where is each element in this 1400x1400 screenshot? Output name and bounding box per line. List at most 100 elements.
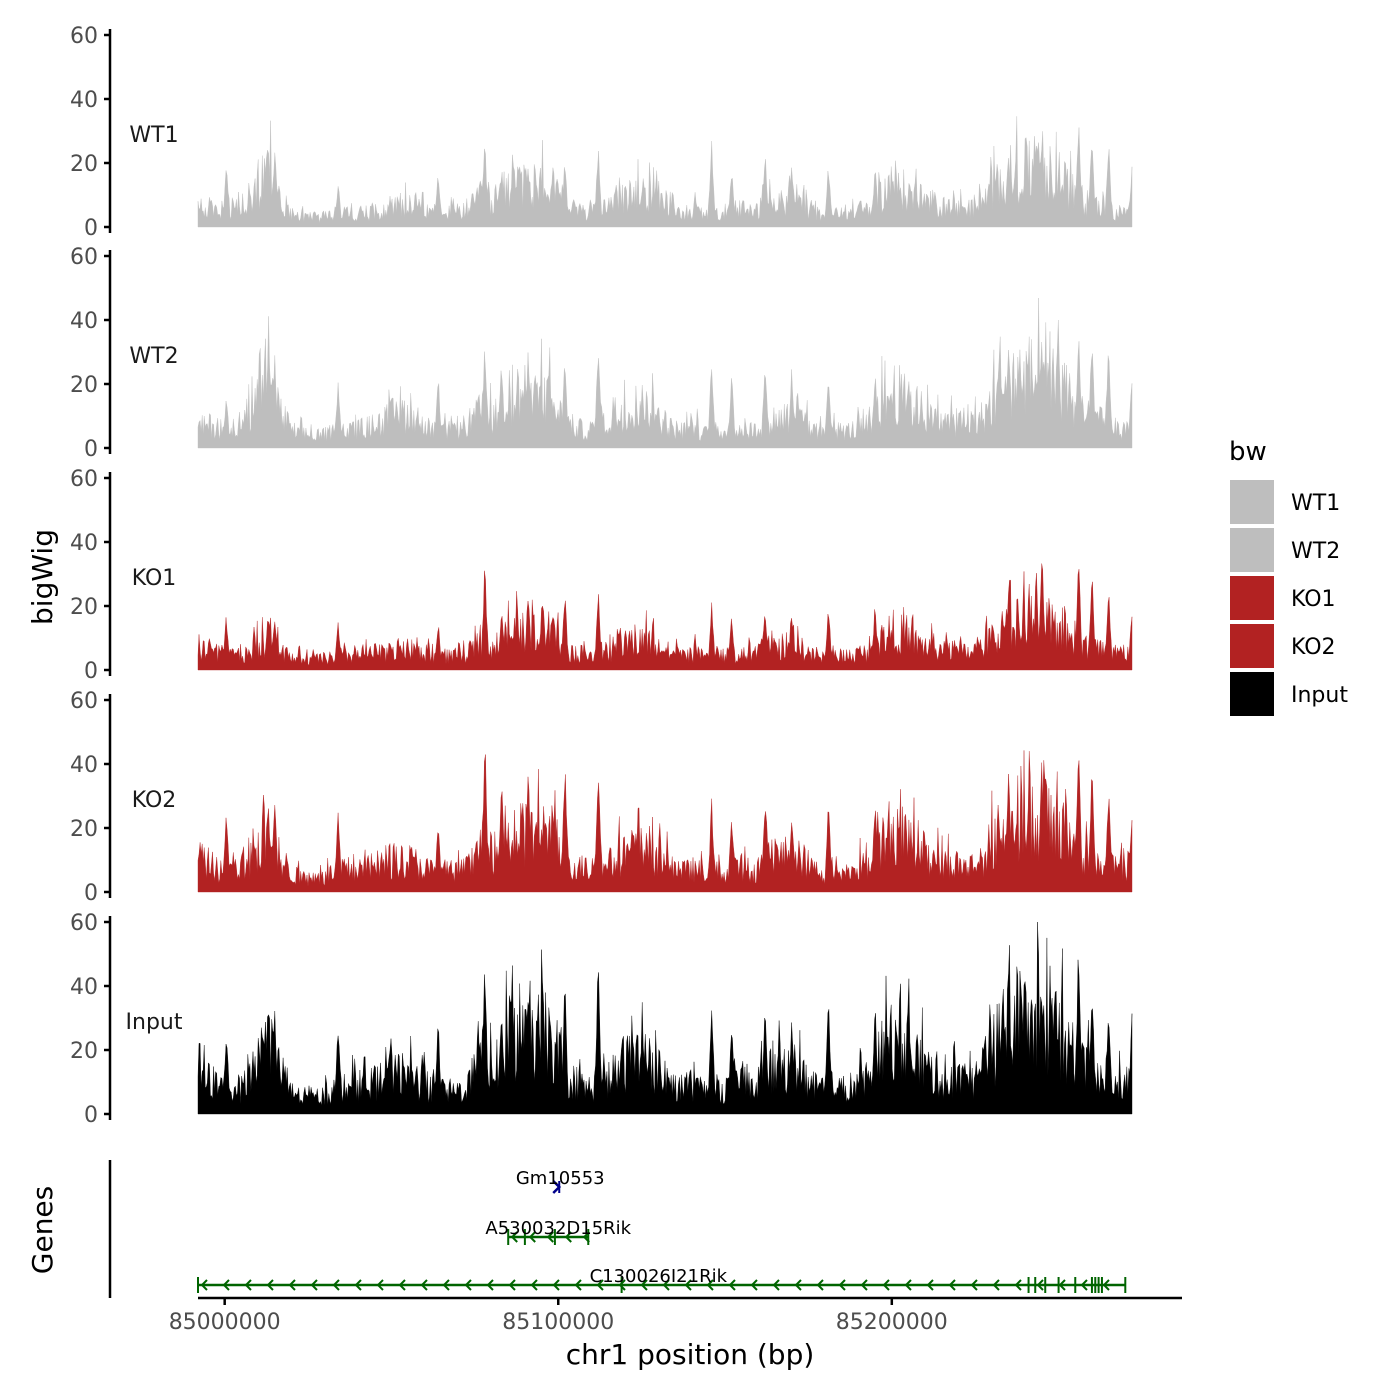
y-tick-label: 40	[70, 88, 98, 113]
legend-swatch	[1230, 528, 1274, 572]
legend-swatch	[1230, 624, 1274, 668]
x-tick-label: 85200000	[836, 1310, 948, 1335]
track-wt2: 0 20 40 60 WT2	[70, 245, 1133, 462]
legend-label: KO1	[1291, 587, 1336, 612]
legend: bw WT1 WT2 KO1 KO2 Input	[1229, 437, 1348, 716]
gene-strand-arrow	[706, 1279, 714, 1291]
gene-strand-arrow	[200, 1279, 208, 1291]
x-tick-label: 85100000	[502, 1310, 614, 1335]
gene-c130026i21rik: C130026I21Rik	[197, 1266, 1127, 1293]
legend-label: WT2	[1291, 539, 1340, 564]
gene-strand-arrow	[244, 1279, 252, 1291]
gene-strand-arrow	[442, 1279, 450, 1291]
gene-label: Gm10553	[516, 1168, 605, 1189]
gene-gm10553: Gm10553	[516, 1168, 605, 1194]
legend-item-wt1: WT1	[1230, 480, 1340, 524]
gene-strand-arrow	[222, 1279, 230, 1291]
gene-strand-arrow	[508, 1279, 516, 1291]
y-tick-label: 40	[70, 531, 98, 556]
coverage-area	[197, 750, 1133, 893]
legend-item-wt2: WT2	[1230, 528, 1340, 572]
gene-strand-arrow	[926, 1279, 934, 1291]
gene-strand-arrow	[794, 1279, 802, 1291]
track-label: WT1	[129, 123, 178, 148]
gene-strand-arrow	[398, 1279, 406, 1291]
gene-strand-arrow	[266, 1279, 274, 1291]
gene-a530032d15rik: A530032D15Rik	[485, 1218, 632, 1245]
y-tick-label: 20	[70, 152, 98, 177]
gene-strand-arrow	[882, 1279, 890, 1291]
legend-title: bw	[1229, 437, 1267, 467]
coverage-area	[197, 921, 1133, 1115]
gene-strand-arrow	[486, 1279, 494, 1291]
legend-label: WT1	[1291, 491, 1340, 516]
legend-label: Input	[1291, 683, 1348, 708]
track-ko1: 0 20 40 60 KO1	[70, 467, 1133, 684]
genes-panel: Gm10553 A530032D15Rik C130026I21Rik	[108, 1160, 1127, 1298]
gene-strand-arrow	[640, 1279, 648, 1291]
genes-axis-title: Genes	[26, 1186, 59, 1274]
gene-label: C130026I21Rik	[590, 1266, 728, 1287]
y-tick-label: 40	[70, 975, 98, 1000]
legend-item-ko1: KO1	[1230, 576, 1336, 620]
gene-strand-arrow	[618, 1279, 626, 1291]
gene-label: A530032D15Rik	[485, 1218, 631, 1239]
coverage-area	[197, 297, 1133, 449]
y-tick-label: 40	[70, 753, 98, 778]
y-tick-label: 20	[70, 373, 98, 398]
y-tick-label: 20	[70, 595, 98, 620]
gene-strand-arrow	[528, 1231, 536, 1243]
legend-label: KO2	[1291, 635, 1336, 660]
gene-strand-arrow	[354, 1279, 362, 1291]
gene-strand-arrow	[1102, 1279, 1110, 1291]
y-tick-label: 60	[70, 24, 98, 49]
gene-strand-arrow	[662, 1279, 670, 1291]
y-tick-label: 60	[70, 245, 98, 270]
x-axis-title: chr1 position (bp)	[566, 1338, 815, 1371]
gene-strand-arrow	[838, 1279, 846, 1291]
gene-strand-arrow	[420, 1279, 428, 1291]
track-input: 0 20 40 60 Input	[70, 911, 1133, 1128]
gene-strand-arrow	[684, 1279, 692, 1291]
legend-item-ko2: KO2	[1230, 624, 1336, 668]
gene-strand-arrow	[552, 1279, 560, 1291]
gene-strand-arrow	[596, 1279, 604, 1291]
coverage-area	[197, 563, 1133, 671]
gene-strand-arrow	[772, 1279, 780, 1291]
y-axis-title: bigWig	[26, 529, 59, 625]
gene-strand-arrow	[904, 1279, 912, 1291]
gene-strand-arrow	[728, 1279, 736, 1291]
track-label: Input	[126, 1010, 183, 1035]
gene-strand-arrow	[376, 1279, 384, 1291]
y-tick-label: 0	[84, 881, 98, 906]
gene-strand-arrow	[546, 1231, 554, 1243]
gene-strand-arrow	[970, 1279, 978, 1291]
track-label: WT2	[129, 344, 178, 369]
y-tick-label: 0	[84, 659, 98, 684]
legend-swatch	[1230, 480, 1274, 524]
gene-strand-arrow	[510, 1231, 518, 1243]
coverage-tracks: 0 20 40 60 WT1 0 20 40 60 WT2 0 20 40 60 KO1 0 20 40 60 KO2…	[70, 24, 1133, 1128]
y-tick-label: 60	[70, 689, 98, 714]
gene-strand-arrow	[288, 1279, 296, 1291]
gene-strand-arrow	[574, 1279, 582, 1291]
y-tick-label: 20	[70, 1039, 98, 1064]
gene-strand-arrow	[530, 1279, 538, 1291]
gene-strand-arrow	[1036, 1279, 1044, 1291]
gene-strand-arrow	[750, 1279, 758, 1291]
track-ko2: 0 20 40 60 KO2	[70, 689, 1133, 906]
gene-strand-arrow	[1058, 1279, 1066, 1291]
gene-strand-arrow	[310, 1279, 318, 1291]
x-axis: 85000000 85100000 85200000	[169, 1296, 1182, 1335]
track-wt1: 0 20 40 60 WT1	[70, 24, 1133, 241]
gene-strand-arrow	[948, 1279, 956, 1291]
gene-strand-arrow	[332, 1279, 340, 1291]
y-tick-label: 40	[70, 309, 98, 334]
gene-strand-arrow	[992, 1279, 1000, 1291]
y-tick-label: 60	[70, 911, 98, 936]
gene-strand-arrow	[1014, 1279, 1022, 1291]
y-tick-label: 20	[70, 817, 98, 842]
gene-strand-arrow	[564, 1231, 572, 1243]
gene-strand-arrow	[1080, 1279, 1088, 1291]
